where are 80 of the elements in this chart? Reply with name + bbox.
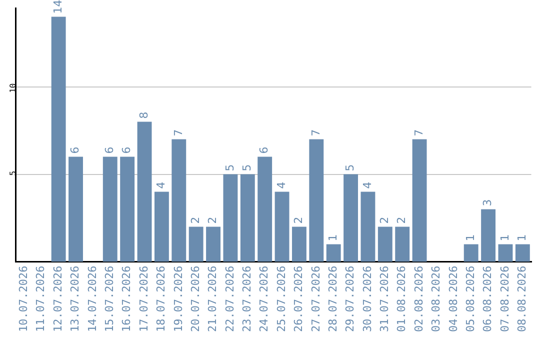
bar: [412, 139, 427, 262]
x-tick-label: 01.08.2026: [395, 266, 408, 332]
data-label: 6: [102, 146, 116, 154]
x-tick-label: 07.08.2026: [498, 266, 512, 332]
bar: [481, 209, 496, 262]
data-label: 2: [206, 216, 220, 224]
data-label: 4: [274, 182, 288, 189]
bar: [102, 156, 118, 262]
data-label: 7: [309, 129, 322, 136]
data-label: 5: [240, 164, 254, 172]
data-label: 6: [68, 146, 82, 154]
x-tick-label: 02.08.2026: [412, 266, 426, 332]
x-tick-label: 05.08.2026: [464, 266, 477, 332]
data-label: 3: [481, 199, 494, 206]
data-label: 1: [516, 234, 529, 242]
data-label: 8: [137, 112, 150, 119]
bar: [360, 192, 376, 262]
bar: [258, 156, 272, 262]
bar: [154, 192, 169, 262]
bar: [464, 244, 478, 262]
bar: [137, 122, 152, 262]
x-tick-label: 26.07.2026: [292, 266, 306, 332]
bar: [309, 139, 324, 262]
x-tick-label: 03.08.2026: [430, 266, 443, 332]
x-tick-label: 16.07.2026: [120, 266, 134, 332]
bar: [274, 192, 290, 262]
data-label: 1: [326, 234, 340, 242]
data-label: 1: [464, 234, 477, 242]
bar: [188, 226, 204, 262]
x-tick-label: 24.07.2026: [258, 266, 271, 332]
x-tick-label: 10.07.2026: [17, 266, 30, 332]
x-tick-label: 12.07.2026: [51, 266, 64, 332]
x-tick-label: 27.07.2026: [309, 266, 322, 332]
x-tick-label: 13.07.2026: [68, 266, 82, 332]
x-tick-label: 20.07.2026: [188, 266, 202, 332]
bar: [378, 226, 392, 262]
x-tick-label: 11.07.2026: [34, 266, 48, 332]
x-tick-label: 08.08.2026: [516, 266, 529, 332]
x-tick-label: 31.07.2026: [378, 266, 392, 332]
x-tick-label: 23.07.2026: [240, 266, 254, 332]
bar: [515, 244, 530, 262]
data-label: 6: [120, 146, 134, 154]
x-tick-label: 28.07.2026: [326, 266, 340, 332]
bar: [292, 226, 306, 262]
data-label: 7: [172, 129, 185, 136]
x-tick-label: 17.07.2026: [137, 266, 150, 332]
data-label: 7: [412, 129, 426, 136]
data-label: 2: [292, 216, 306, 224]
data-label: 4: [360, 182, 374, 189]
bar: [326, 244, 341, 262]
data-label: 6: [258, 146, 271, 154]
data-label: 14: [51, 0, 64, 14]
bar: [68, 156, 83, 262]
x-tick-label: 15.07.2026: [102, 266, 116, 332]
data-label: 4: [154, 182, 168, 189]
x-tick-label: 18.07.2026: [154, 266, 168, 332]
bar: [395, 226, 410, 262]
data-label: 2: [378, 216, 392, 224]
bar: [51, 16, 66, 262]
data-label: 1: [498, 234, 512, 242]
bar: [172, 139, 186, 262]
x-tick-label: 14.07.2026: [86, 266, 99, 332]
x-tick-label: 04.08.2026: [446, 266, 460, 332]
x-tick-label: 06.08.2026: [481, 266, 494, 332]
data-label: 5: [223, 164, 236, 172]
bar: [120, 156, 135, 262]
data-label: 2: [188, 216, 202, 224]
bar: [223, 174, 238, 262]
bar: [206, 226, 220, 262]
x-tick-label: 30.07.2026: [360, 266, 374, 332]
bar: [240, 174, 255, 262]
x-tick-label: 19.07.2026: [172, 266, 185, 332]
x-tick-label: 21.07.2026: [206, 266, 220, 332]
x-tick-label: 25.07.2026: [274, 266, 288, 332]
data-label: 2: [395, 216, 408, 224]
data-label: 5: [344, 164, 357, 172]
x-tick-label: 22.07.2026: [223, 266, 236, 332]
bar: [498, 244, 513, 262]
x-tick-label: 29.07.2026: [344, 266, 357, 332]
bar: [344, 174, 358, 262]
